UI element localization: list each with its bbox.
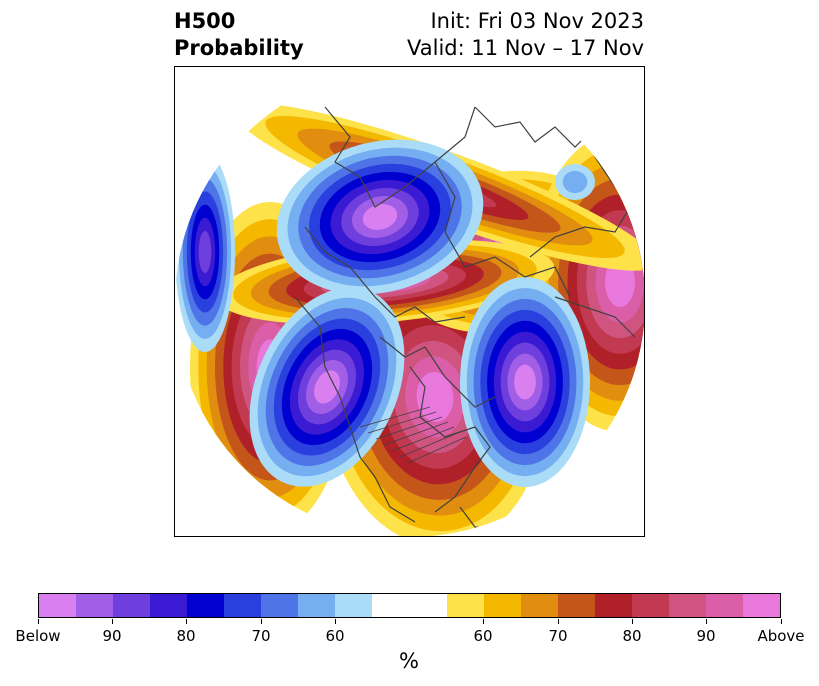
colorbar-tick: [38, 619, 39, 624]
colorbar-tick-label: 60: [325, 627, 345, 645]
coastline: [379, 336, 496, 408]
probability-map: [174, 66, 645, 537]
state-border: [359, 406, 431, 428]
title-variable: H500: [174, 9, 236, 33]
coastline: [409, 366, 491, 513]
colorbar-tick-label: 80: [176, 627, 196, 645]
colorbar-unit: %: [399, 649, 419, 673]
colorbar-segment: [372, 594, 410, 617]
valid-range: Valid: 11 Nov – 17 Nov: [407, 36, 644, 60]
colorbar: [38, 593, 781, 618]
colorbar-tick: [706, 619, 707, 624]
map-dates: Init: Fri 03 Nov 2023 Valid: 11 Nov – 17…: [407, 8, 644, 62]
state-border: [399, 431, 461, 458]
probability-contour: [362, 204, 398, 230]
colorbar-tick: [558, 619, 559, 624]
probability-contour: [416, 372, 454, 422]
probability-contour: [562, 170, 588, 194]
colorbar-segment: [187, 594, 225, 617]
state-border: [383, 421, 449, 446]
colorbar-tick-label: 70: [251, 627, 271, 645]
colorbar-tick-label: 90: [102, 627, 122, 645]
colorbar-tick-label: Below: [15, 627, 61, 645]
colorbar-tick: [186, 619, 187, 624]
init-date: Init: Fri 03 Nov 2023: [430, 9, 644, 33]
state-border: [391, 426, 455, 452]
coastline: [529, 206, 631, 258]
colorbar-segment: [520, 594, 558, 617]
colorbar-segment: [742, 594, 780, 617]
map-title: H500 Probability: [174, 8, 304, 62]
colorbar-segment: [594, 594, 632, 617]
coastline: [304, 226, 466, 323]
coastline: [434, 161, 571, 298]
map-svg: [175, 103, 644, 536]
title-product: Probability: [174, 36, 304, 60]
colorbar-segment: [39, 594, 77, 617]
coastline: [474, 106, 621, 148]
coastline: [554, 296, 636, 338]
coastline: [324, 106, 476, 208]
colorbar-segment: [298, 594, 336, 617]
probability-contour: [314, 370, 340, 404]
colorbar-segment: [409, 594, 447, 617]
colorbar-segment: [335, 594, 373, 617]
colorbar-segment: [113, 594, 151, 617]
probability-contour: [198, 230, 212, 274]
colorbar-segment: [76, 594, 114, 617]
colorbar-segment: [483, 594, 521, 617]
colorbar-tick: [483, 619, 484, 624]
colorbar-tick-label: Above: [757, 627, 805, 645]
colorbar-tick-label: 80: [622, 627, 642, 645]
colorbar-segment: [150, 594, 188, 617]
colorbar-segment: [557, 594, 595, 617]
probability-contour: [514, 364, 536, 400]
colorbar-tick-label: 90: [696, 627, 716, 645]
colorbar-tick-label: 60: [473, 627, 493, 645]
colorbar-segment: [261, 594, 299, 617]
colorbar-tick: [781, 619, 782, 624]
colorbar-segment: [668, 594, 706, 617]
colorbar-tick: [632, 619, 633, 624]
colorbar-segment: [631, 594, 669, 617]
state-border: [407, 436, 467, 464]
coastline: [294, 296, 416, 523]
colorbar-tick: [335, 619, 336, 624]
state-border: [375, 416, 443, 440]
colorbar-segment: [224, 594, 262, 617]
colorbar-tick: [112, 619, 113, 624]
colorbar-tick: [261, 619, 262, 624]
state-border: [367, 411, 437, 434]
colorbar-segment: [705, 594, 743, 617]
colorbar-segment: [446, 594, 484, 617]
colorbar-tick-label: 70: [548, 627, 568, 645]
